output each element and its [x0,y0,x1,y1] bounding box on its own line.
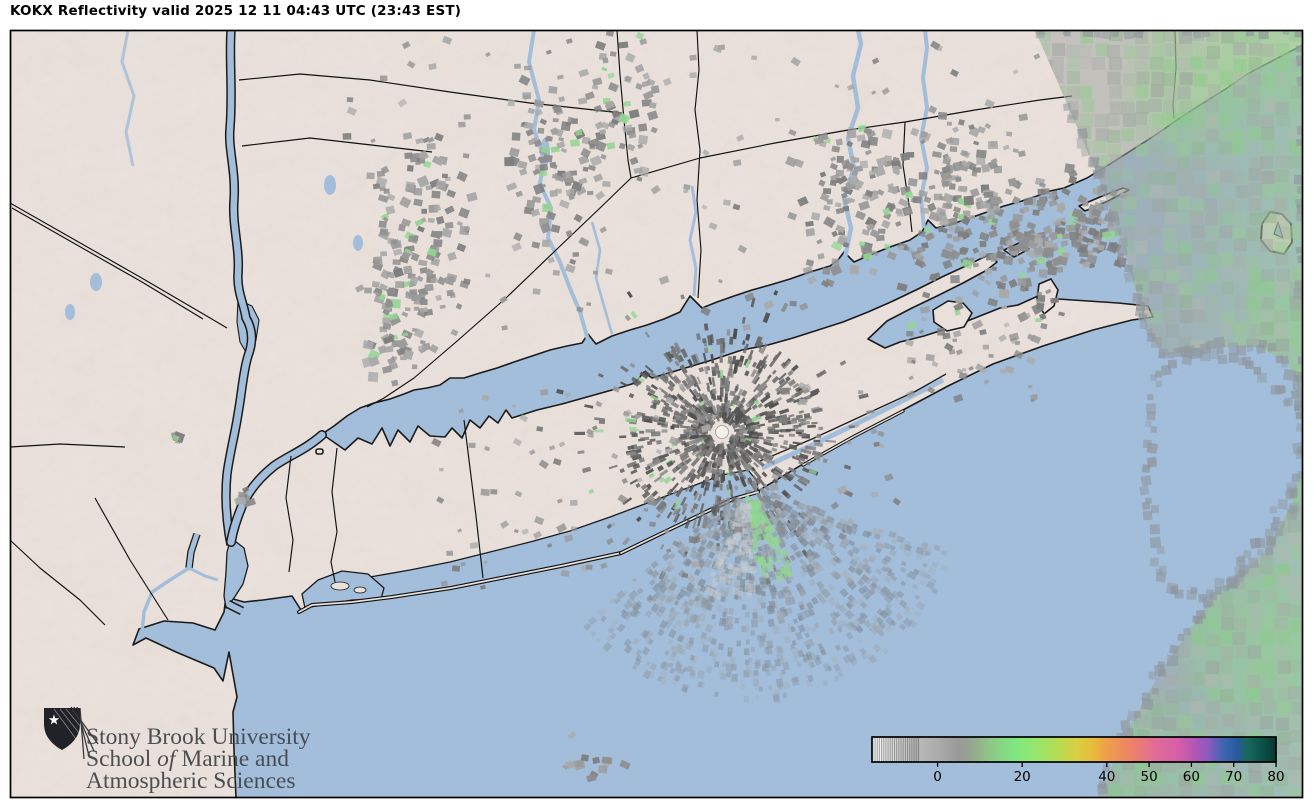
new-london-county-line [902,121,913,233]
east-river [227,431,326,546]
nj-county1 [10,443,126,448]
river-layer [120,30,947,633]
reflectivity-colorbar: 0 20 40 50 60 70 80 [871,736,1285,785]
jamaica-bay-islet [330,581,350,591]
colorbar-tick-label: 60 [1183,769,1200,785]
colorbar-tick-label: 70 [1225,769,1242,785]
colorbar-gradient-bar [872,737,1276,762]
colorbar-tick-label: 0 [933,769,942,785]
ct-mid-county-line [630,95,1073,179]
nj-ny-border [10,202,228,329]
logo-line3: Atmospheric Sciences [86,768,295,794]
figure-title: KOKX Reflectivity valid 2025 12 11 04:43… [10,3,462,19]
colorbar-hatch-lines [873,737,920,762]
brooklyn-queens-line [285,455,294,573]
logo-line1: Stony Brook University [86,724,311,750]
colorbar-tick-label: 40 [1098,769,1115,785]
nassau-suffolk-line [463,419,484,579]
radar-clutter-layer [171,30,1128,783]
nj-county3 [10,539,106,626]
colorbar-tick-labels: 0 20 40 50 60 70 80 [933,762,1285,785]
east-lagoon [760,377,945,471]
housatonic-river [526,30,590,341]
nw-stream [120,30,136,167]
new-haven-county-line [694,30,702,299]
queens-nassau-line [330,447,338,583]
nj-ny-border2 [11,207,204,320]
hudson-river [222,30,255,546]
colorbar-tick-label: 80 [1267,769,1284,785]
sbu-shield-icon [44,706,99,760]
westchester-line [241,137,433,153]
naugatuck-river [590,221,614,335]
nj-county2 [94,497,169,621]
kill-van-kull [188,566,219,582]
arthur-kill [140,566,190,633]
newark-bay-water [186,533,200,569]
jamaica-bay-islet2 [353,586,367,594]
clear-air-slot [1148,347,1300,596]
quinnipiac-river [688,185,698,297]
stony-brook-logo: Stony Brook University School of Marine … [44,706,311,794]
logo-line2: School of Marine and [86,746,289,772]
narrows-channel-water [226,601,244,614]
barrier-islands [297,409,905,614]
ny-ct-border [366,30,632,408]
city-island [315,448,324,455]
map-border [9,29,1304,799]
sbu-logo-text: Stony Brook University School of Marine … [86,724,311,794]
putnam-line [238,73,623,114]
colorbar-tick-label: 20 [1014,769,1031,785]
colorbar-frame [871,736,1277,763]
sbu-star-icon [48,714,60,725]
colorbar-tick-label: 50 [1140,769,1157,785]
